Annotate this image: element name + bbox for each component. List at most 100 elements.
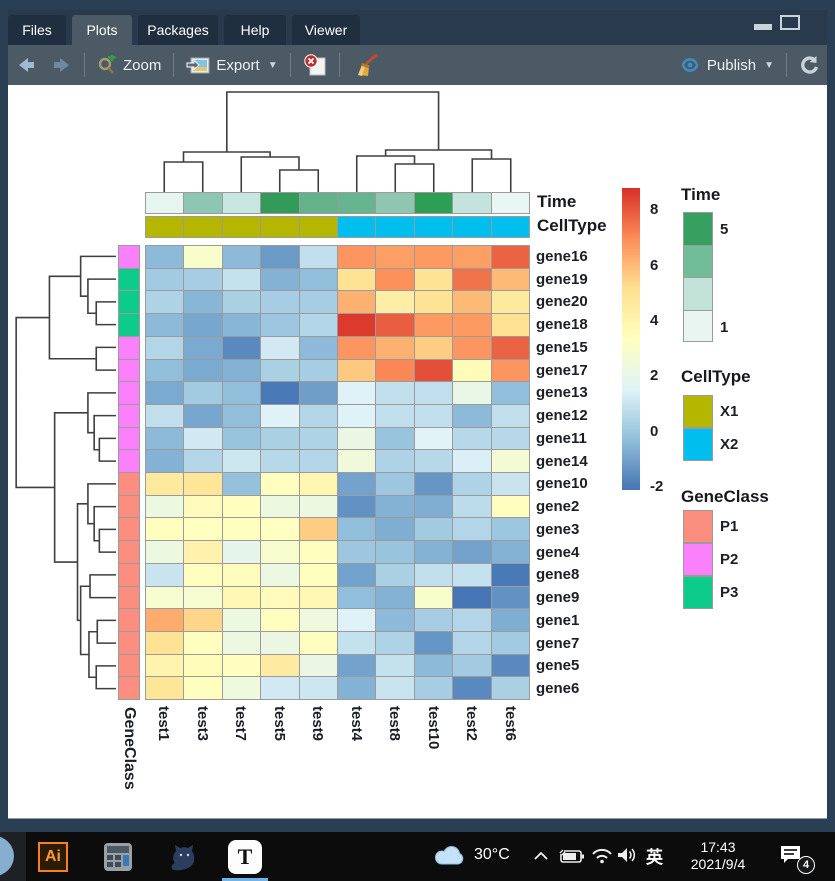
heatmap-cell [222,631,261,654]
geneclass-cell-gene6 [119,677,139,699]
clear-all-plots-button[interactable] [344,50,386,80]
heatmap-cell [414,631,453,654]
tab-help[interactable]: Help [224,15,286,45]
heatmap-cell [491,450,529,472]
heatmap-cell [338,427,376,450]
heatmap-cell [376,450,414,472]
heatmap-cell [299,563,337,586]
heatmap-cell [414,518,453,541]
scale-tick-6: 6 [650,256,659,274]
heatmap-cell [184,314,222,336]
heatmap-cell [453,268,491,291]
remove-plot-button[interactable] [295,50,335,80]
forward-button[interactable] [44,50,80,80]
wifi-icon[interactable] [591,846,613,869]
ime-language-indicator[interactable]: 英 [646,848,663,867]
zoom-magnifier-icon [98,55,116,74]
heatmap-cell [299,654,337,677]
minimize-icon[interactable] [754,24,772,30]
time-cell-test6 [491,193,529,213]
heatmap-cell [338,291,376,314]
heatmap-cell [376,404,414,427]
geneclass-cell-gene7 [119,631,139,654]
weather-cloud-icon[interactable] [433,844,467,871]
heatmap-cell [414,268,453,291]
time-cell-test8 [376,193,414,213]
taskbar-calculator-icon[interactable] [103,842,133,872]
maximize-icon[interactable] [780,15,800,30]
celltype-cell-test5 [261,217,299,237]
celltype-annotation-title: CellType [537,216,607,235]
heatmap-cell [222,541,261,563]
tab-packages[interactable]: Packages [138,15,218,45]
heatmap-cell [299,382,337,404]
heatmap-cell [184,246,222,268]
heatmap-cell [453,291,491,314]
export-caret-icon: ▼ [267,59,278,71]
zoom-button[interactable]: Zoom [89,50,169,80]
taskbar-typora-icon[interactable]: T [228,840,262,874]
clock[interactable]: 17:43 2021/9/4 [680,839,756,873]
row-label-gene1: gene1 [536,611,580,629]
heatmap-cell [491,314,529,336]
publish-caret-icon: ▼ [764,59,774,71]
heatmap-cell [491,654,529,677]
heatmap-cell [338,473,376,495]
tab-viewer[interactable]: Viewer [292,15,360,45]
heatmap-cell [453,563,491,586]
heatmap-cell [261,654,299,677]
heatmap-cell [414,359,453,382]
heatmap-cell [414,336,453,359]
back-button[interactable] [8,50,44,80]
publish-icon [681,58,699,72]
heatmap-cell [491,246,529,268]
heatmap-cell [222,586,261,609]
notification-center-icon[interactable] [779,843,803,870]
heatmap-cell [222,495,261,518]
heatmap-cell [222,314,261,336]
row-label-gene5: gene5 [536,657,580,675]
taskbar-cat-app-icon[interactable] [168,842,198,872]
tab-plots[interactable]: Plots [72,15,132,45]
heatmap-cell [491,677,529,699]
row-label-gene13: gene13 [536,384,588,402]
time-legend-title: Time [681,185,721,204]
heatmap-cell [414,314,453,336]
tab-files[interactable]: Files [8,15,66,45]
heatmap-cell [338,586,376,609]
geneclass-cell-gene8 [119,563,139,586]
heatmap-cell [453,450,491,472]
temperature-label[interactable]: 30°C [474,846,510,863]
heatmap-cell [491,427,529,450]
celltype-cell-test3 [184,217,222,237]
start-button[interactable] [0,832,26,881]
celltype-cell-test7 [222,217,261,237]
tray-chevron-icon[interactable] [533,849,549,867]
heatmap-cell [338,359,376,382]
volume-icon[interactable] [616,846,638,869]
heatmap-cell [184,473,222,495]
scale-tick--2: -2 [650,478,664,496]
heatmap-cell [146,609,184,631]
heatmap-cell [261,268,299,291]
heatmap-cell [222,291,261,314]
geneclass-cell-gene13 [119,382,139,404]
taskbar-illustrator-icon[interactable]: Ai [38,842,68,872]
heatmap-cell [299,518,337,541]
heatmap-cell [146,314,184,336]
notification-badge[interactable]: 4 [797,856,815,874]
row-label-gene2: gene2 [536,498,580,516]
refresh-button[interactable] [791,50,827,80]
publish-button[interactable]: Publish ▼ [671,50,782,80]
export-button[interactable]: Export ▼ [178,50,285,80]
heatmap-cell [338,246,376,268]
battery-icon[interactable] [557,848,585,869]
heatmap-cell [184,654,222,677]
heatmap-cell [184,609,222,631]
heatmap-cell [491,382,529,404]
heatmap-cell [261,404,299,427]
scale-tick-8: 8 [650,201,659,219]
geneclass-cell-gene15 [119,336,139,359]
heatmap-cell [222,473,261,495]
